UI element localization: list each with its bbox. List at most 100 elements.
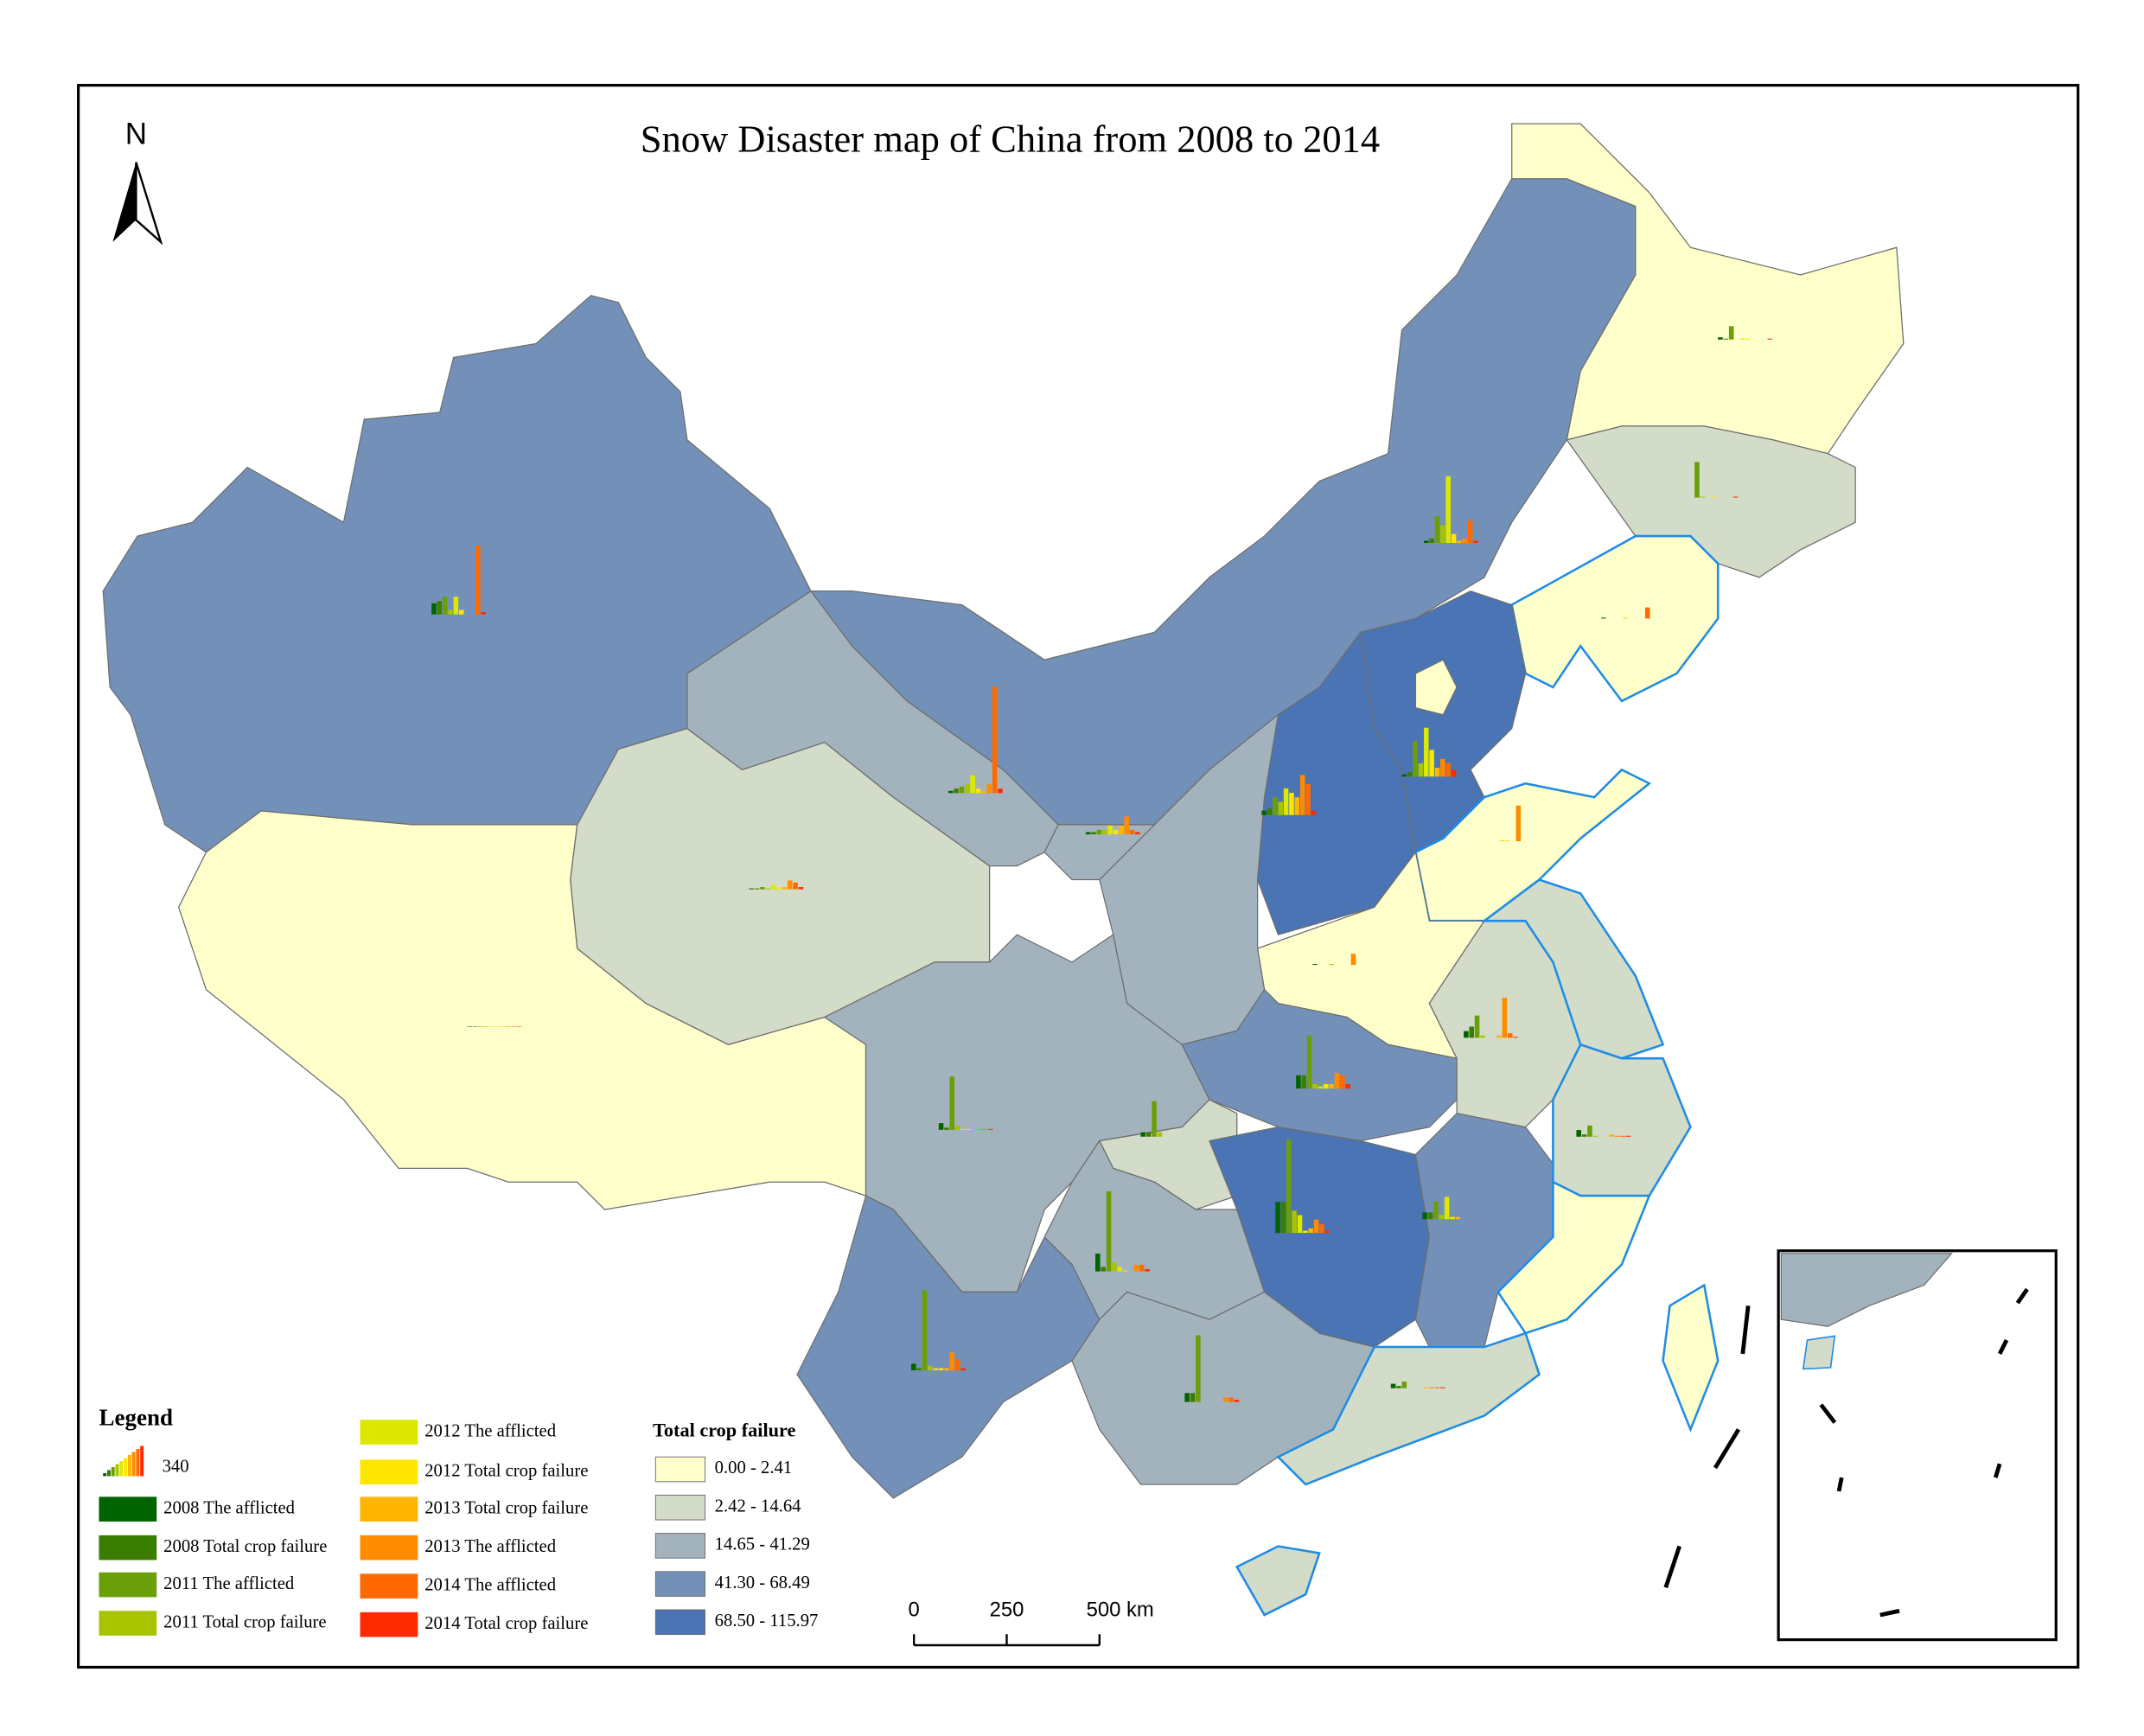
legend-swatch <box>99 1535 157 1560</box>
bar <box>1587 1125 1592 1137</box>
bar <box>1129 829 1135 835</box>
bar <box>916 1368 922 1371</box>
bar <box>1095 1254 1101 1272</box>
legend-symbol-bar <box>115 1464 119 1477</box>
bar <box>453 597 459 615</box>
bar <box>1124 816 1129 835</box>
bar <box>1301 1075 1307 1089</box>
bar <box>798 887 804 890</box>
bar <box>1113 829 1119 835</box>
bar <box>749 888 754 890</box>
legend-symbol-bar <box>127 1454 131 1477</box>
bar <box>1350 954 1356 966</box>
bar <box>1234 1400 1240 1402</box>
bar <box>481 612 486 615</box>
bar <box>975 788 981 794</box>
bar <box>488 1026 495 1027</box>
bar <box>1620 1135 1625 1137</box>
bar <box>765 888 771 890</box>
bar <box>1139 1264 1145 1272</box>
bar <box>1297 1215 1303 1234</box>
bar <box>1275 1202 1280 1234</box>
bar <box>760 887 765 890</box>
class-swatch <box>654 1571 706 1597</box>
class-label: 41.30 - 68.49 <box>715 1573 810 1592</box>
bar <box>1439 1215 1445 1220</box>
bar <box>1390 1383 1396 1388</box>
bar <box>472 1026 478 1027</box>
legend-label: 2008 The afflicted <box>163 1498 295 1517</box>
bar <box>1467 520 1473 544</box>
bar <box>1299 775 1305 815</box>
bar <box>1091 832 1096 835</box>
bar <box>981 790 986 794</box>
bar <box>1423 727 1429 777</box>
legend-swatch <box>360 1535 418 1560</box>
bar <box>1711 496 1716 498</box>
bar <box>1440 525 1445 544</box>
bar <box>938 1368 944 1371</box>
bar <box>511 1026 516 1027</box>
bar <box>1739 338 1745 340</box>
bar <box>988 1128 993 1130</box>
bar <box>1313 1219 1319 1234</box>
bar <box>1401 1382 1407 1388</box>
bar <box>782 887 788 890</box>
class-swatch <box>654 1609 706 1636</box>
bar <box>770 884 776 890</box>
bar <box>998 788 1003 794</box>
legend-label: 2012 Total crop failure <box>424 1461 588 1480</box>
bar <box>949 1076 955 1130</box>
bar <box>1623 617 1629 619</box>
bar <box>1434 516 1440 544</box>
bar <box>1145 1132 1152 1137</box>
bar <box>966 1128 972 1130</box>
bar <box>1499 839 1504 841</box>
bar <box>475 545 481 615</box>
class-swatch <box>654 1456 706 1483</box>
legend-swatch <box>360 1497 418 1522</box>
bar <box>1340 1075 1345 1089</box>
bar <box>977 1128 982 1130</box>
boundary-dashes <box>1663 1287 2029 1618</box>
bar <box>1278 801 1284 815</box>
classes-title: Total crop failure <box>653 1420 795 1441</box>
bar <box>1261 810 1267 815</box>
bar <box>1700 496 1706 498</box>
legend-label: 2012 The afflicted <box>424 1421 556 1440</box>
bar <box>1311 810 1317 815</box>
bar <box>1464 1031 1469 1038</box>
bar <box>1718 337 1723 340</box>
bar <box>1480 1035 1485 1038</box>
bar <box>516 1026 522 1027</box>
bar <box>1504 839 1510 841</box>
class-swatch <box>654 1494 706 1521</box>
bar <box>495 1026 500 1027</box>
bar <box>933 1368 938 1371</box>
region <box>1481 878 1665 1060</box>
bar <box>1694 462 1700 498</box>
bar <box>1117 1267 1123 1272</box>
legend-swatch <box>360 1573 418 1599</box>
bar <box>1280 1202 1286 1234</box>
bar <box>1601 617 1606 619</box>
bar <box>1732 496 1739 498</box>
frame <box>77 84 2080 1669</box>
bar <box>442 597 448 615</box>
bar <box>1292 1210 1297 1234</box>
legend-label: 2013 Total crop failure <box>424 1498 588 1517</box>
bar <box>500 1026 506 1027</box>
bar <box>1609 1134 1615 1137</box>
bar <box>1462 538 1468 544</box>
bar <box>1145 1269 1150 1272</box>
north-label: N <box>125 118 147 151</box>
bar <box>776 887 782 890</box>
bar <box>478 1026 483 1027</box>
bar <box>1140 1132 1146 1137</box>
bar <box>944 1368 949 1371</box>
class-label: 0.00 - 2.41 <box>715 1458 793 1478</box>
bar <box>448 610 453 615</box>
inset-island <box>1802 1335 1836 1370</box>
legend-symbol-label: 340 <box>163 1458 189 1477</box>
